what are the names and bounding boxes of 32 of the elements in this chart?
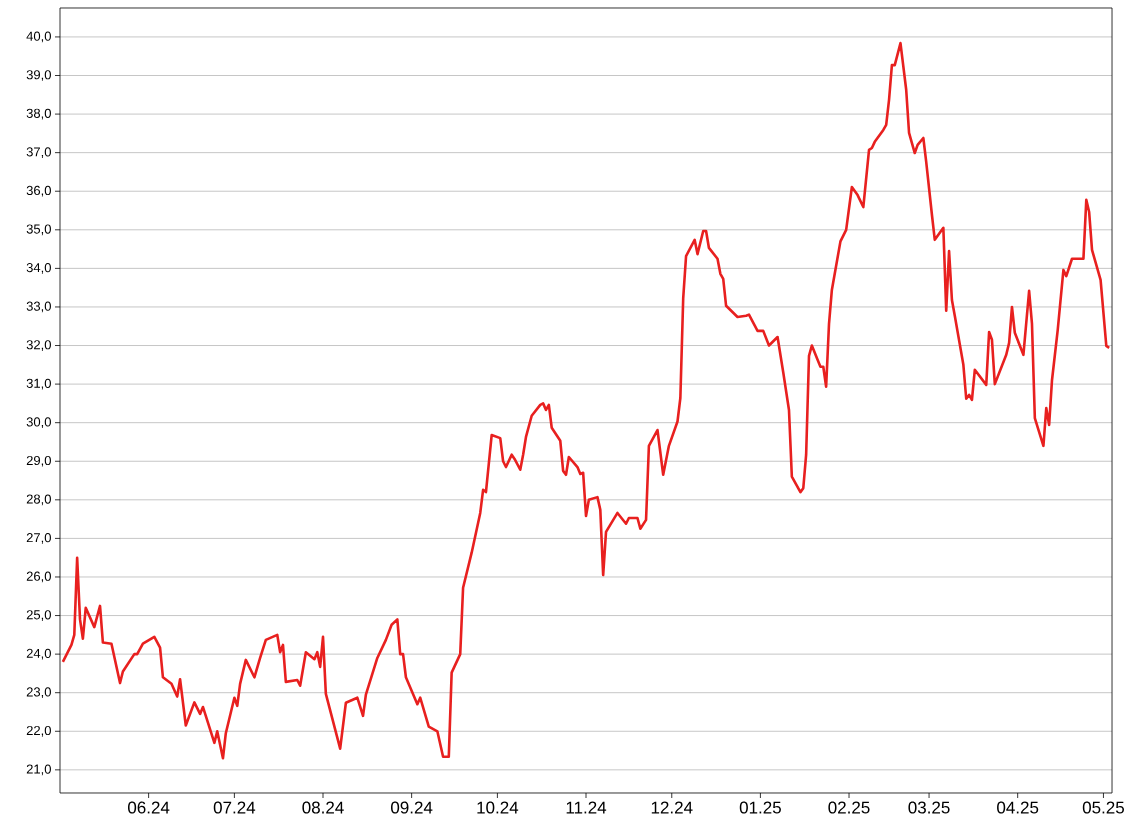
y-tick-label: 21,0 (26, 764, 51, 776)
x-tick-label: 04.25 (997, 801, 1039, 814)
y-tick-label: 37,0 (26, 147, 51, 159)
y-tick-label: 39,0 (26, 70, 51, 81)
x-tick-label: 07.24 (213, 801, 256, 814)
y-tick-label: 36,0 (26, 185, 51, 197)
y-tick-label: 30,0 (26, 417, 51, 429)
x-tick-label: 09.24 (391, 801, 433, 814)
y-tick-label: 23,0 (26, 687, 51, 699)
x-tick-label: 03.25 (908, 801, 950, 814)
y-tick-label: 31,0 (26, 378, 51, 390)
y-tick-label: 29,0 (26, 455, 51, 467)
y-tick-label: 33,0 (26, 301, 51, 313)
y-tick-label: 34,0 (26, 263, 51, 274)
y-tick-label: 35,0 (26, 224, 51, 236)
y-tick-label: 27,0 (26, 533, 51, 544)
y-tick-label: 38,0 (26, 108, 51, 120)
x-tick-label: 12.24 (651, 801, 693, 814)
y-tick-label: 40,0 (26, 31, 51, 43)
y-tick-label: 25,0 (26, 610, 51, 621)
y-tick-label: 26,0 (26, 571, 51, 583)
x-tick-label: 08.24 (302, 801, 344, 814)
y-tick-label: 32,0 (26, 340, 51, 351)
x-tick-label: 11.24 (566, 801, 607, 814)
x-tick-label: 10.24 (477, 801, 519, 814)
x-tick-label: 06.24 (128, 801, 170, 814)
x-tick-label: 05.25 (1082, 801, 1124, 814)
y-tick-label: 24,0 (26, 648, 51, 660)
x-tick-label: 02.25 (828, 801, 870, 814)
y-tick-label: 22,0 (26, 725, 51, 737)
y-tick-label: 28,0 (26, 494, 51, 506)
x-tick-label: 01.25 (739, 801, 781, 814)
